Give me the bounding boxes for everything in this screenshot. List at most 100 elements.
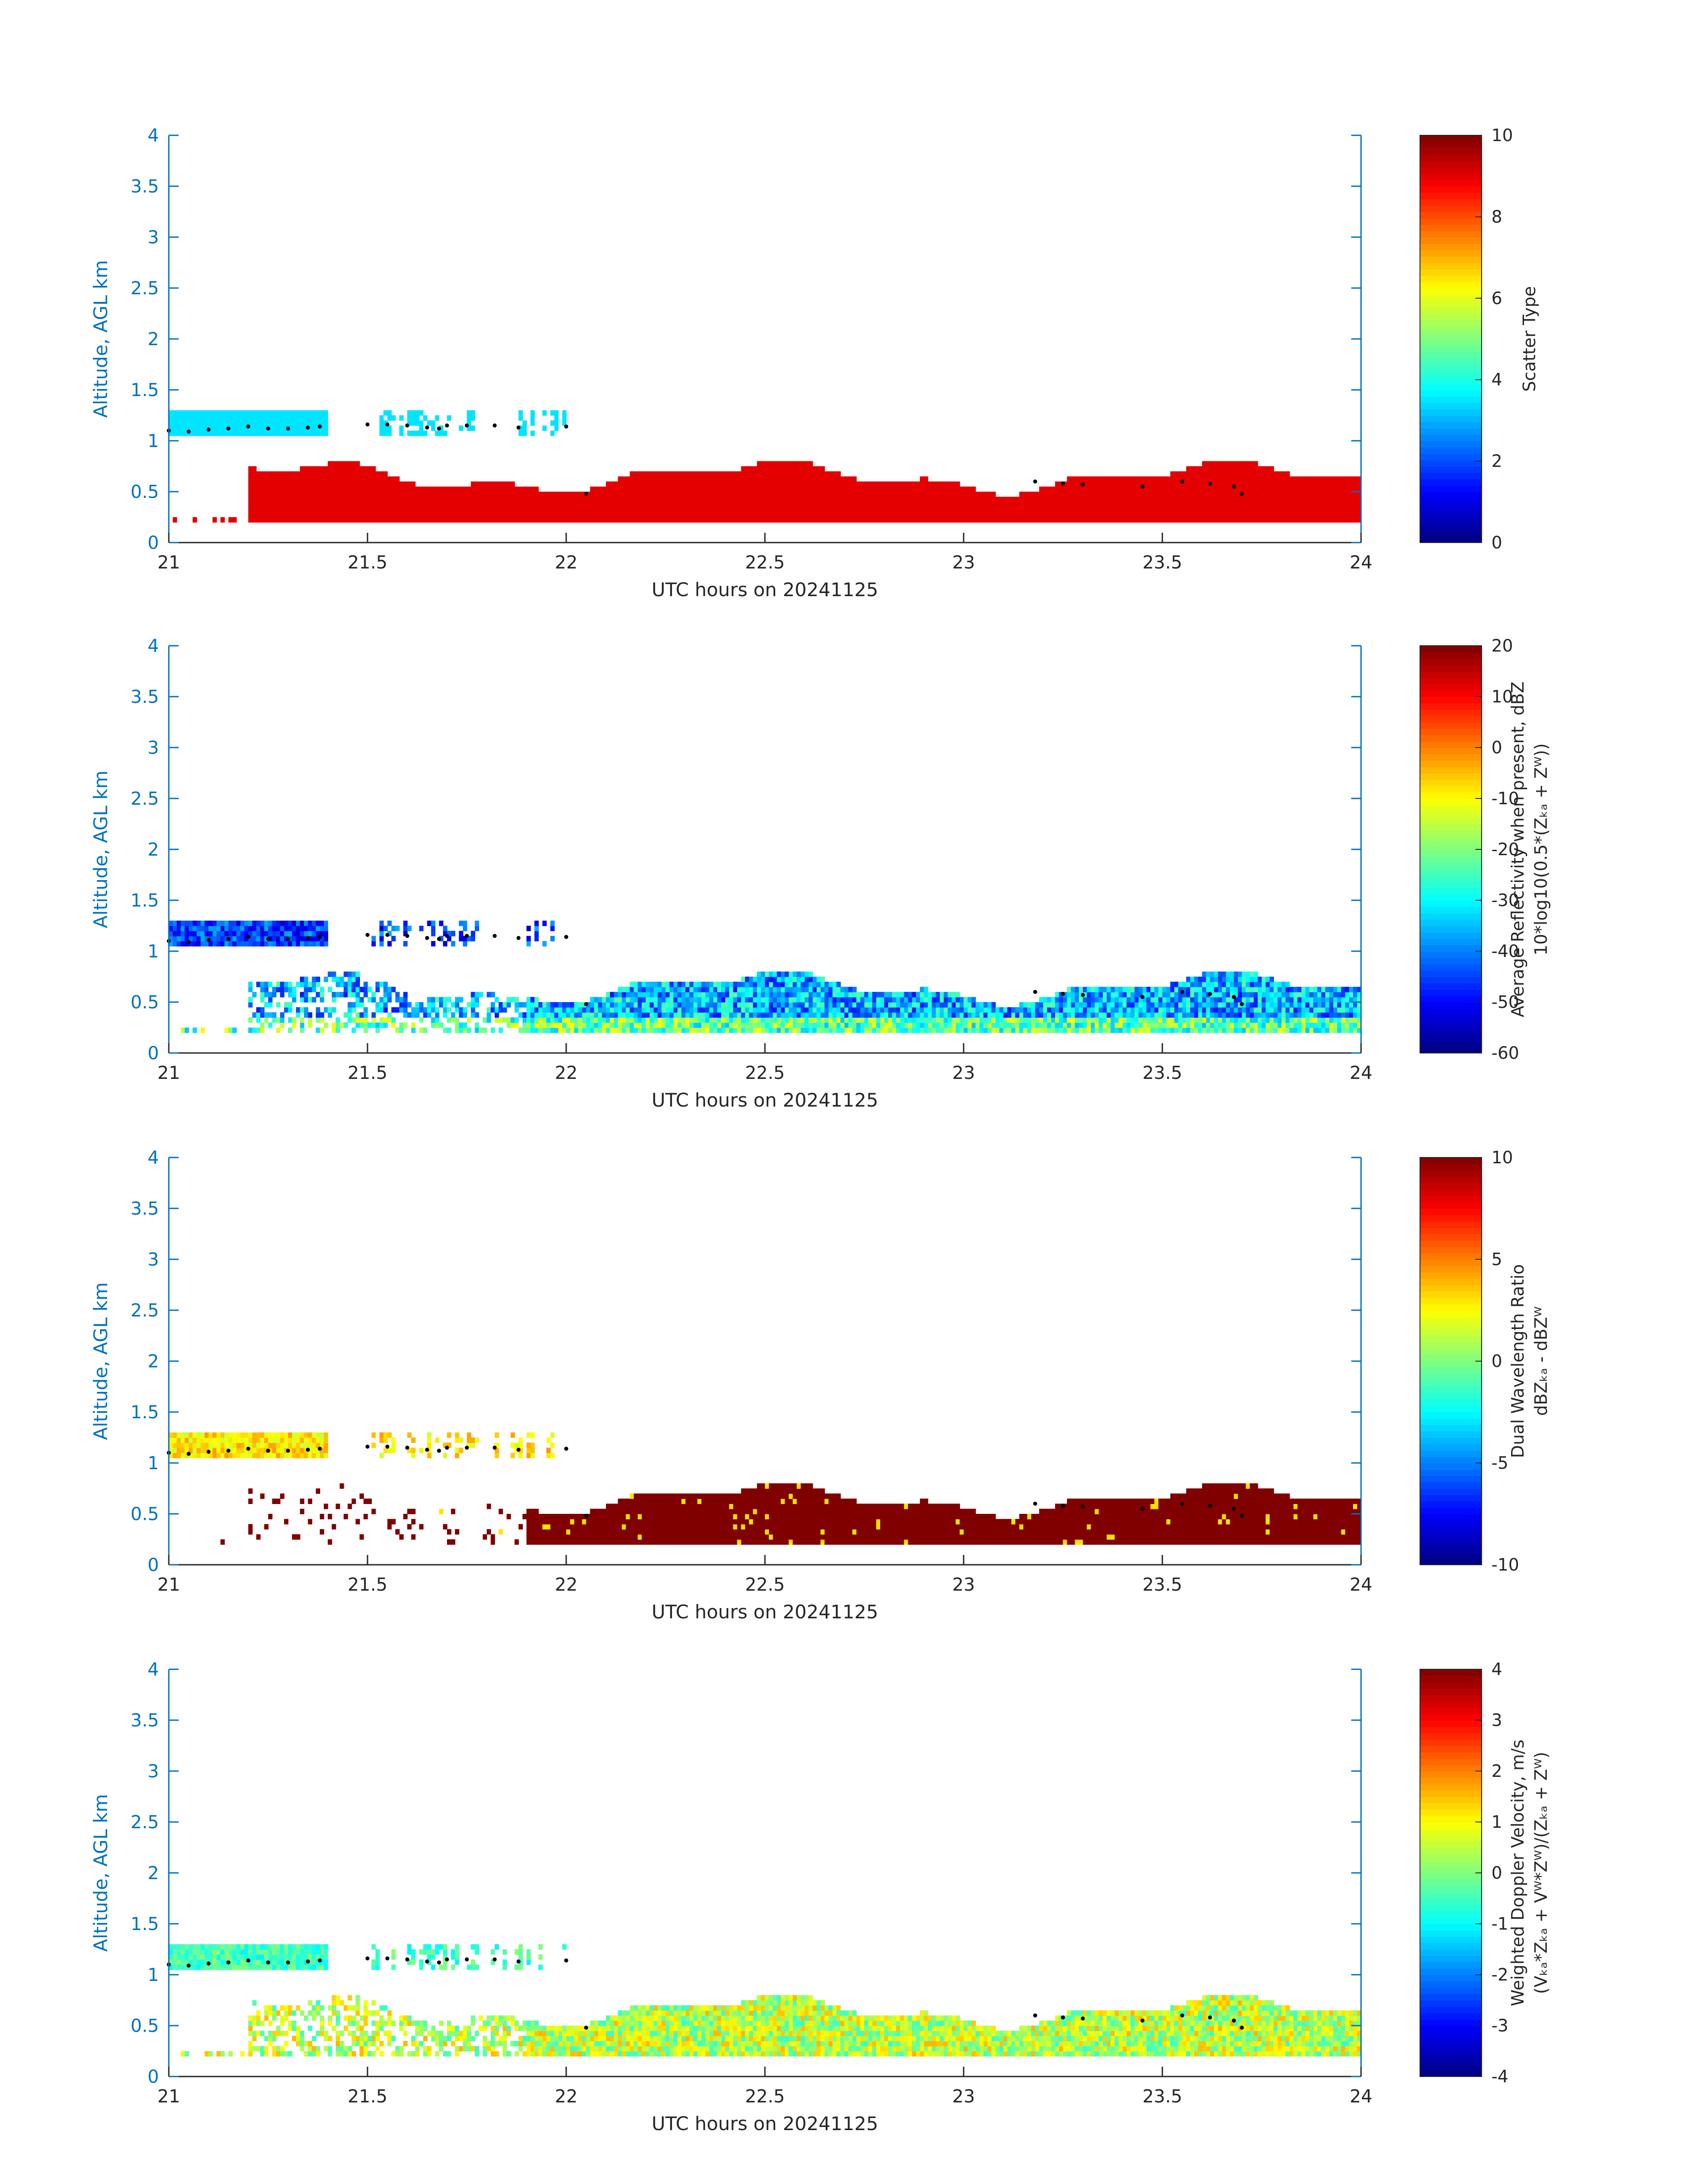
heatmap-cell — [1094, 997, 1099, 1003]
heatmap-cell — [956, 1002, 960, 1008]
heatmap-cell — [347, 982, 352, 987]
heatmap-cell — [725, 992, 730, 998]
heatmap-cell — [308, 982, 313, 987]
heatmap-cell — [900, 492, 905, 497]
heatmap-cell — [896, 481, 901, 487]
heatmap-cell — [960, 1002, 964, 1008]
heatmap-cell — [542, 941, 547, 947]
heatmap-cell — [1270, 517, 1274, 523]
heatmap-cell — [697, 486, 702, 492]
heatmap-cell — [252, 936, 257, 941]
heatmap-cell — [264, 1002, 269, 1008]
heatmap-cell — [367, 486, 372, 492]
heatmap-cell — [335, 977, 340, 982]
heatmap-cell — [407, 410, 412, 416]
heatmap-cell — [590, 1012, 595, 1018]
heatmap-cell — [435, 1017, 439, 1023]
heatmap-cell — [216, 931, 221, 936]
heatmap-cell — [729, 1012, 734, 1018]
heatmap-cell — [316, 920, 320, 926]
heatmap-cell — [351, 497, 356, 502]
heatmap-cell — [1067, 497, 1072, 502]
heatmap-cell — [741, 512, 746, 518]
heatmap-cell — [359, 476, 364, 482]
heatmap-cell — [256, 931, 261, 936]
heatmap-cell — [1345, 481, 1350, 487]
heatmap-cell — [236, 931, 241, 936]
heatmap-cell — [753, 471, 757, 477]
heatmap-cell — [494, 507, 499, 513]
heatmap-cell — [304, 941, 309, 947]
heatmap-cell — [566, 1012, 571, 1018]
heatmap-cell — [1083, 986, 1087, 992]
heatmap-cell — [737, 492, 742, 497]
heatmap-cell — [387, 507, 392, 513]
heatmap-cell — [391, 986, 396, 992]
heatmap-cell — [1158, 1022, 1163, 1028]
heatmap-cell — [328, 512, 332, 518]
heatmap-cell — [399, 1028, 404, 1033]
heatmap-cell — [709, 997, 714, 1003]
heatmap-cell — [948, 1022, 952, 1028]
heatmap-cell — [188, 415, 193, 421]
heatmap-cell — [971, 517, 976, 523]
heatmap-cell — [1206, 471, 1211, 477]
heatmap-cell — [1325, 512, 1330, 518]
heatmap-cell — [768, 1017, 773, 1023]
heatmap-cell — [1162, 986, 1167, 992]
heatmap-cell — [320, 481, 324, 487]
heatmap-cell — [665, 1017, 670, 1023]
heatmap-cell — [673, 997, 678, 1003]
heatmap-cell — [1162, 1007, 1167, 1013]
heatmap-cell — [252, 486, 257, 492]
heatmap-cell — [379, 517, 384, 523]
heatmap-cell — [1198, 512, 1203, 518]
heatmap-cell — [606, 997, 610, 1003]
heatmap-cell — [558, 497, 563, 502]
heatmap-cell — [1249, 507, 1254, 513]
heatmap-cell — [634, 517, 638, 523]
colorbar-segment — [1420, 199, 1482, 206]
heatmap-cell — [209, 936, 213, 941]
heatmap-cell — [832, 992, 837, 998]
heatmap-cell — [300, 415, 305, 421]
heatmap-cell — [359, 1002, 364, 1008]
heatmap-cell — [574, 492, 579, 497]
heatmap-cell — [622, 1002, 626, 1008]
heatmap-cell — [574, 512, 579, 518]
heatmap-cell — [1341, 492, 1346, 497]
heatmap-cell — [630, 982, 635, 987]
heatmap-cell — [1086, 1028, 1091, 1033]
heatmap-cell — [967, 997, 972, 1003]
heatmap-cell — [1027, 1007, 1032, 1013]
heatmap-cell — [419, 492, 424, 497]
heatmap-cell — [272, 1017, 277, 1023]
heatmap-cell — [431, 425, 436, 431]
heatmap-cell — [184, 430, 189, 436]
heatmap-cell — [1115, 501, 1119, 507]
heatmap-cell — [642, 1017, 646, 1023]
heatmap-cell — [292, 986, 296, 992]
heatmap-cell — [1170, 471, 1175, 477]
heatmap-cell — [192, 425, 197, 431]
heatmap-cell — [1090, 497, 1095, 502]
heatmap-cell — [832, 1028, 837, 1033]
heatmap-cell — [920, 486, 924, 492]
heatmap-cell — [232, 926, 237, 932]
heatmap-cell — [180, 941, 185, 947]
heatmap-cell — [1003, 512, 1008, 518]
heatmap-cell — [220, 415, 225, 421]
heatmap-cell — [415, 497, 420, 502]
heatmap-cell — [494, 501, 499, 507]
heatmap-cell — [797, 501, 801, 507]
heatmap-cell — [1190, 471, 1194, 477]
heatmap-cell — [1126, 501, 1131, 507]
heatmap-cell — [205, 931, 209, 936]
heatmap-cell — [280, 517, 284, 523]
heatmap-cell — [896, 501, 901, 507]
heatmap-cell — [1027, 512, 1032, 518]
heatmap-cell — [808, 497, 813, 502]
heatmap-cell — [884, 512, 889, 518]
heatmap-cell — [395, 517, 400, 523]
heatmap-cell — [805, 471, 809, 477]
